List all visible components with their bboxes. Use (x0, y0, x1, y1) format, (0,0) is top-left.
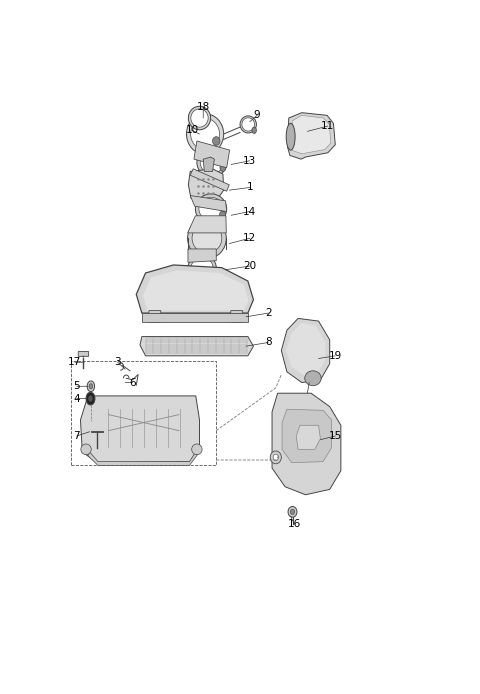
Polygon shape (282, 409, 332, 463)
Ellipse shape (188, 106, 211, 130)
Ellipse shape (86, 392, 95, 405)
Ellipse shape (210, 269, 216, 277)
Polygon shape (81, 396, 200, 463)
Polygon shape (291, 115, 331, 154)
Polygon shape (140, 337, 253, 356)
Polygon shape (188, 249, 216, 262)
Text: 16: 16 (288, 519, 301, 529)
Ellipse shape (195, 194, 227, 224)
Ellipse shape (199, 197, 223, 221)
Polygon shape (281, 319, 330, 382)
Text: 3: 3 (114, 357, 121, 367)
Polygon shape (143, 271, 249, 310)
Ellipse shape (186, 114, 224, 154)
FancyBboxPatch shape (231, 310, 243, 322)
Polygon shape (142, 313, 248, 322)
Polygon shape (296, 425, 321, 449)
Text: 13: 13 (243, 155, 256, 166)
Polygon shape (136, 265, 253, 313)
Ellipse shape (213, 137, 220, 145)
Text: 15: 15 (329, 431, 342, 441)
Text: 6: 6 (129, 378, 136, 387)
Ellipse shape (219, 211, 226, 219)
Text: 20: 20 (243, 261, 256, 271)
Ellipse shape (242, 118, 254, 131)
Text: 12: 12 (243, 233, 256, 244)
Ellipse shape (89, 384, 93, 389)
Text: 9: 9 (254, 110, 261, 120)
FancyBboxPatch shape (78, 352, 89, 356)
Ellipse shape (290, 509, 295, 514)
Ellipse shape (192, 223, 222, 253)
Ellipse shape (286, 124, 295, 150)
Ellipse shape (305, 371, 321, 386)
Text: 8: 8 (265, 337, 272, 348)
Ellipse shape (191, 109, 208, 127)
Polygon shape (188, 216, 226, 233)
Ellipse shape (252, 127, 256, 133)
Polygon shape (190, 196, 227, 212)
Ellipse shape (200, 151, 223, 174)
Polygon shape (188, 169, 224, 201)
Text: 1: 1 (246, 183, 253, 192)
Ellipse shape (197, 147, 227, 178)
Ellipse shape (191, 257, 213, 278)
Polygon shape (272, 393, 341, 495)
Ellipse shape (220, 164, 226, 171)
Text: 17: 17 (68, 357, 82, 367)
Text: 2: 2 (265, 308, 272, 318)
Polygon shape (288, 112, 335, 159)
Polygon shape (203, 157, 215, 171)
Ellipse shape (273, 454, 278, 461)
Ellipse shape (87, 381, 95, 391)
Text: 14: 14 (243, 207, 256, 217)
Text: 5: 5 (73, 381, 80, 391)
Text: 4: 4 (73, 393, 80, 404)
Text: 7: 7 (73, 431, 80, 441)
Ellipse shape (270, 451, 281, 464)
Polygon shape (88, 446, 200, 466)
Polygon shape (286, 323, 325, 376)
FancyBboxPatch shape (149, 310, 161, 322)
Ellipse shape (191, 118, 219, 150)
Ellipse shape (88, 396, 93, 402)
Ellipse shape (188, 218, 226, 259)
Text: 19: 19 (329, 350, 342, 361)
Text: 11: 11 (321, 121, 335, 131)
Ellipse shape (240, 116, 256, 133)
Ellipse shape (188, 255, 216, 280)
Text: 18: 18 (197, 102, 210, 112)
Ellipse shape (288, 507, 297, 517)
Ellipse shape (81, 444, 91, 455)
Text: 10: 10 (185, 126, 199, 135)
Polygon shape (190, 169, 229, 192)
Polygon shape (194, 141, 229, 168)
Ellipse shape (192, 444, 202, 455)
